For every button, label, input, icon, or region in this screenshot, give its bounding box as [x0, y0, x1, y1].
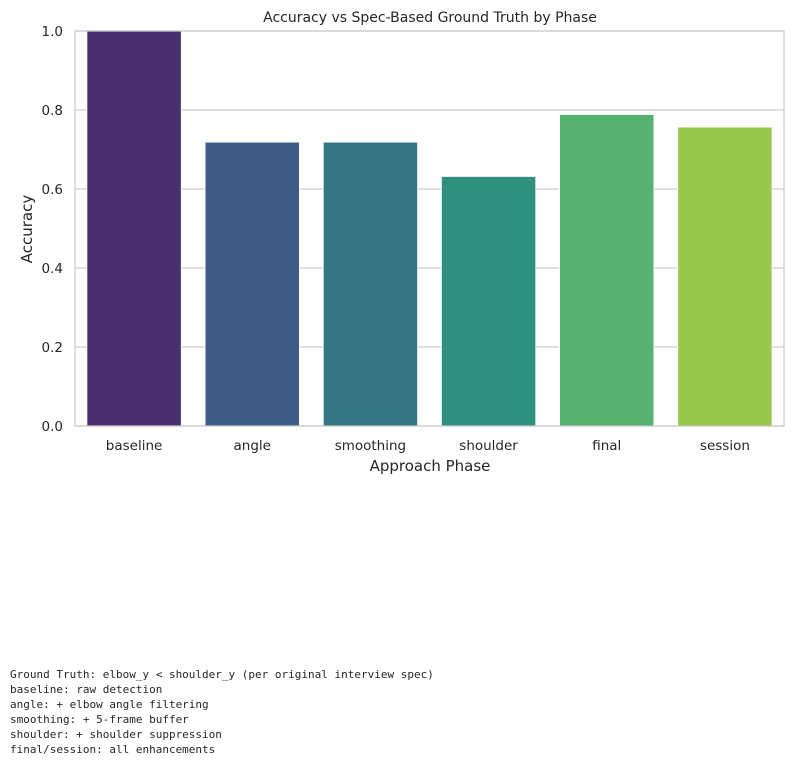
y-tick-labels: 0.0 0.2 0.4 0.6 0.8 1.0 — [42, 24, 63, 435]
footnote-line: baseline: raw detection — [10, 683, 163, 696]
bar-shoulder — [440, 175, 537, 427]
y-axis-label: Accuracy — [18, 195, 36, 264]
bar-baseline — [86, 30, 182, 427]
footnote-line: shoulder: + shoulder suppression — [10, 728, 222, 741]
x-tick-label: shoulder — [459, 438, 518, 454]
x-tick-label: baseline — [106, 438, 163, 454]
x-tick-label: smoothing — [335, 438, 406, 454]
plot-frame — [74, 30, 785, 427]
y-tick-label: 0.0 — [42, 419, 63, 435]
y-tick-label: 0.2 — [42, 340, 63, 356]
y-tick-label: 0.8 — [42, 103, 63, 119]
bars — [86, 30, 773, 427]
bar-angle — [204, 141, 301, 427]
x-tick-labels: baseline angle smoothing shoulder final sessi… — [106, 438, 750, 454]
x-tick-label: final — [592, 438, 621, 454]
x-axis-label: Approach Phase — [370, 457, 491, 475]
footnote-line: final/session: all enhancements — [10, 743, 216, 756]
y-tick-label: 1.0 — [42, 24, 63, 40]
bar-smoothing — [322, 141, 419, 427]
y-tick-label: 0.4 — [42, 261, 63, 277]
chart-title: Accuracy vs Spec-Based Ground Truth by P… — [263, 10, 597, 26]
x-tick-label: session — [700, 438, 750, 454]
footnote-line: Ground Truth: elbow_y < shoulder_y (per … — [10, 668, 434, 681]
footnote-line: smoothing: + 5-frame buffer — [10, 713, 189, 726]
chart-footnote: Ground Truth: elbow_y < shoulder_y (per … — [10, 667, 434, 757]
bar-session — [677, 126, 773, 427]
bar-final — [558, 113, 655, 427]
accuracy-bar-chart: Accuracy vs Spec-Based Ground Truth by P… — [18, 10, 785, 475]
x-tick-label: angle — [234, 438, 271, 454]
y-tick-label: 0.6 — [42, 182, 63, 198]
footnote-line: angle: + elbow angle filtering — [10, 698, 209, 711]
